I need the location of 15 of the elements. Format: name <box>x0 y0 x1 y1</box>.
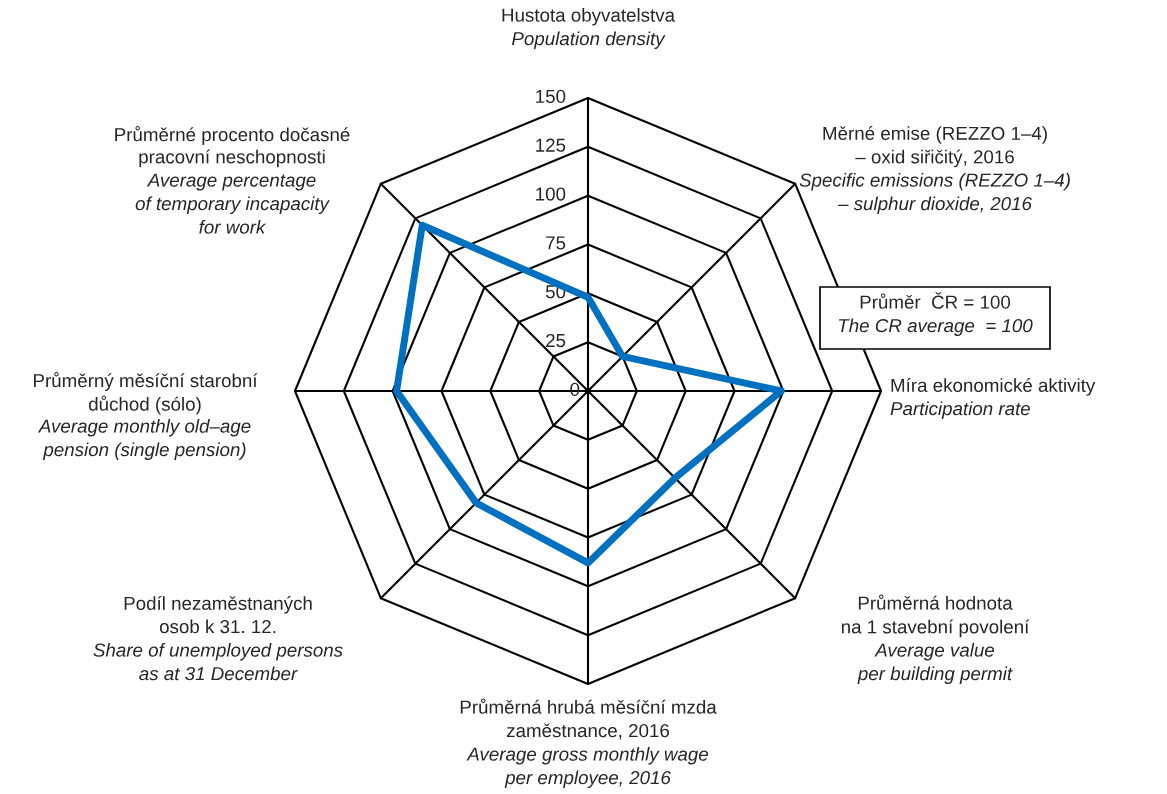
y-tick-label: 25 <box>546 333 566 348</box>
y-tick-label: 150 <box>536 89 566 104</box>
spoke-label: Průměrná hrubá měsíční mzda zaměstnance, 2016 Average gross monthly wage per employee, 2016 <box>460 698 717 788</box>
text: The CR average = 100 <box>838 318 1033 336</box>
spoke-label: Podíl nezaměstnaných osob k 31. 12. Share of unemployed persons as at 31 December <box>93 596 343 681</box>
spoke-label: Průměrný měsíční starobní důchod (sólo) Average monthly old–age pension (single pension) <box>34 372 258 460</box>
y-tick-label: 75 <box>546 236 566 250</box>
y-tick-label: 125 <box>536 138 566 152</box>
y-tick-label: 100 <box>536 187 566 201</box>
spoke-label: Hustota obyvatelstva Population density <box>502 8 676 49</box>
text: Průměr ČR = 100 <box>860 292 1011 309</box>
spoke-label: Průměrné procento dočasné pracovní neschopnosti Average percentage of temporary incapacity for work <box>115 126 350 234</box>
spoke-label: Měrné emise (REZZO 1–4) – oxid siřičitý, 2016 Specific emissions (REZZO 1–4) – sulphur dioxide, 2016 <box>799 125 1070 214</box>
spoke-label: Míra ekonomické aktivity Participation rate <box>890 378 1096 419</box>
spoke-label: Průměrná hodnota na 1 stavební povolení Average value per building permit <box>841 594 1030 684</box>
